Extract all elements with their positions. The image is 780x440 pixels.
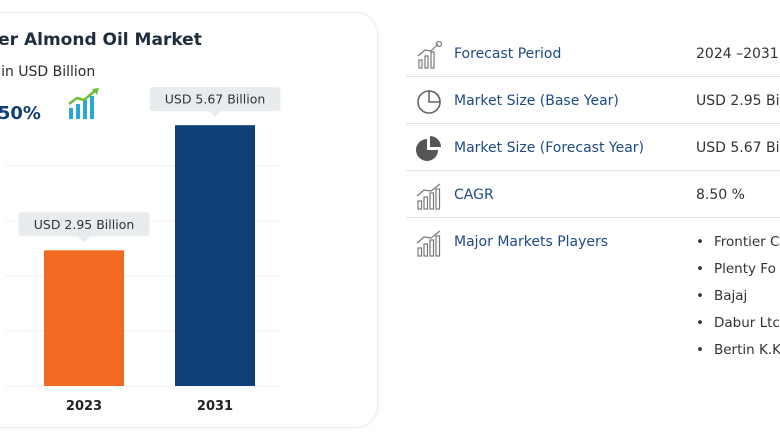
summary-label: Market Size (Base Year) xyxy=(454,93,619,109)
data-label: USD 2.95 Billion xyxy=(34,217,135,232)
bar-2023 xyxy=(44,250,124,386)
player-item: Frontier C xyxy=(696,234,780,261)
cagr-value: .50% xyxy=(0,103,41,124)
growth-bars-icon xyxy=(416,230,441,257)
x-tick-label: 2023 xyxy=(66,399,102,414)
growth-chart-icon xyxy=(68,88,99,119)
bar-2031 xyxy=(175,125,255,387)
players-list: Frontier C Plenty Fo Bajaj Dabur Ltc Ber… xyxy=(696,234,780,369)
data-label-pointer xyxy=(209,111,221,118)
pie-chart-base-icon xyxy=(417,90,441,114)
summary-row-base-year: Market Size (Base Year) USD 2.95 Bil xyxy=(406,77,780,124)
data-label-box xyxy=(18,212,150,237)
summary-value: USD 5.67 Bil xyxy=(696,140,780,156)
bar-chart: USD 2.95 Billion 2023 USD 5.67 Billion 2031 xyxy=(5,87,281,414)
player-item: Bajaj xyxy=(696,288,780,315)
summary-value: 8.50 % xyxy=(696,187,745,203)
summary-label: Market Size (Forecast Year) xyxy=(454,140,645,156)
summary-label: Major Markets Players xyxy=(454,234,609,250)
player-item: Dabur Ltc xyxy=(696,315,780,342)
summary-value: USD 2.95 Bil xyxy=(696,93,780,109)
summary-row-forecast-period: Forecast Period 2024 –2031 xyxy=(406,30,780,77)
player-item: Bertin K.K xyxy=(696,342,780,369)
growth-bars-icon xyxy=(416,183,441,210)
chart-subtitle: e in USD Billion xyxy=(0,64,96,80)
summary-row-players: Major Markets Players Frontier C Plenty … xyxy=(406,218,780,368)
summary-value: 2024 –2031 xyxy=(696,46,779,62)
summary-label: Forecast Period xyxy=(454,46,562,62)
chart-title: ter Almond Oil Market xyxy=(0,30,202,50)
player-item: Plenty Fo xyxy=(696,261,780,288)
summary-label: CAGR xyxy=(454,187,494,203)
summary-row-cagr: CAGR 8.50 % xyxy=(406,171,780,218)
summary-row-forecast-year: Market Size (Forecast Year) USD 5.67 Bil xyxy=(406,124,780,171)
data-label: USD 5.67 Billion xyxy=(165,92,266,107)
pie-chart-forecast-icon xyxy=(416,136,441,161)
summary-table: Forecast Period 2024 –2031 Market Size (… xyxy=(406,30,780,368)
data-label-pointer xyxy=(78,236,90,243)
forecast-chart-icon xyxy=(417,40,443,69)
data-label-box xyxy=(149,87,281,112)
x-tick-label: 2031 xyxy=(197,399,233,414)
